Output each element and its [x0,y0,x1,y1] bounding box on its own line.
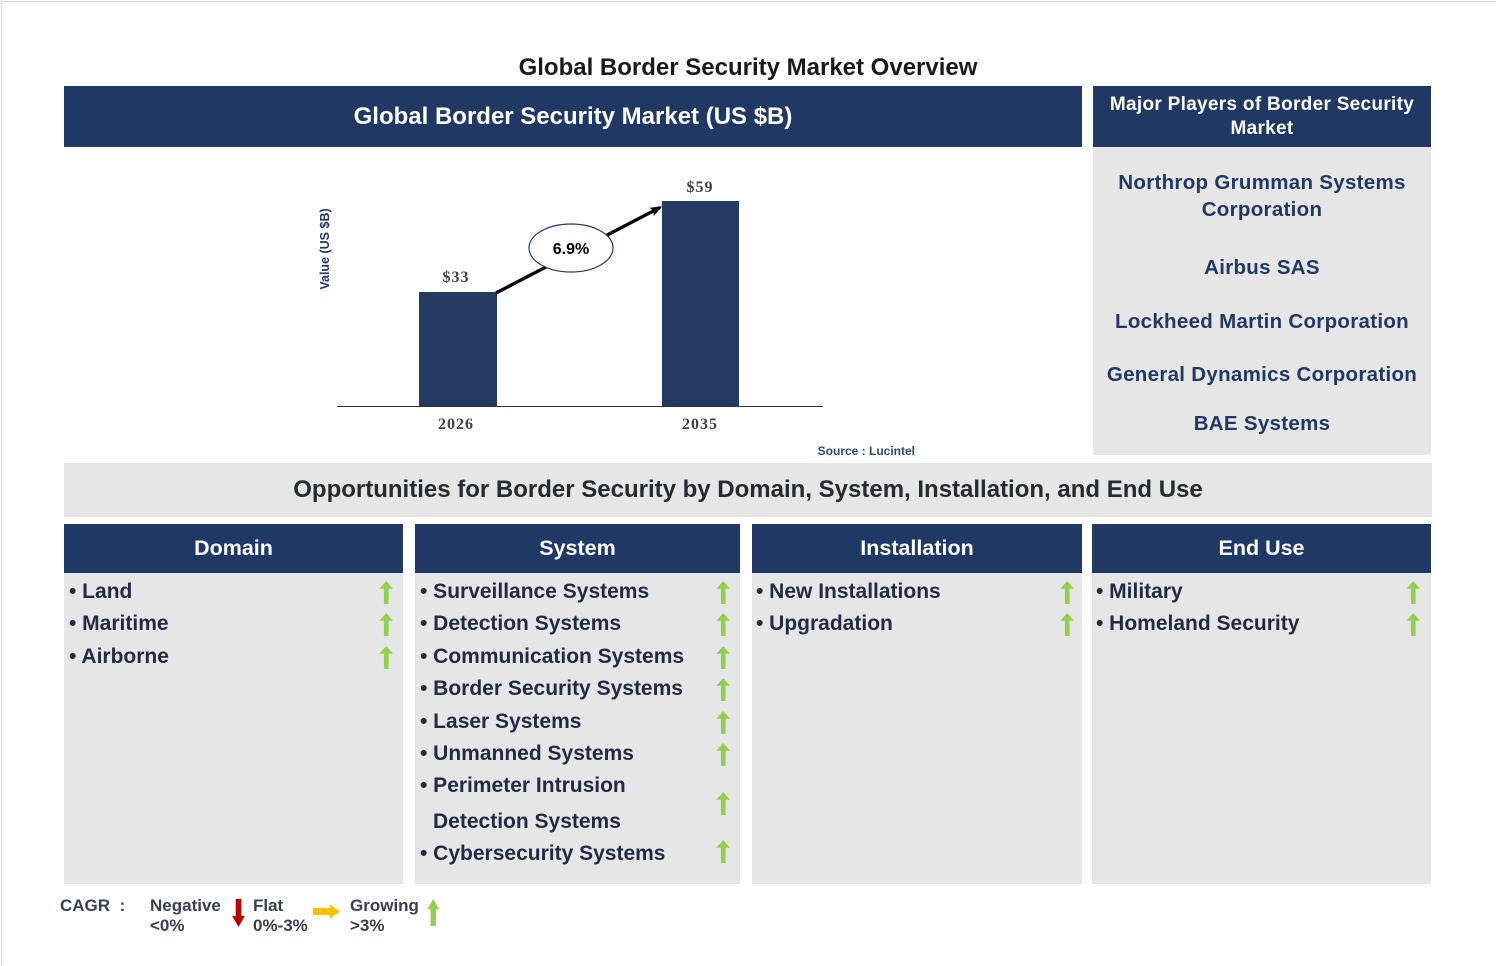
svg-text:6.9%: 6.9% [553,241,589,258]
